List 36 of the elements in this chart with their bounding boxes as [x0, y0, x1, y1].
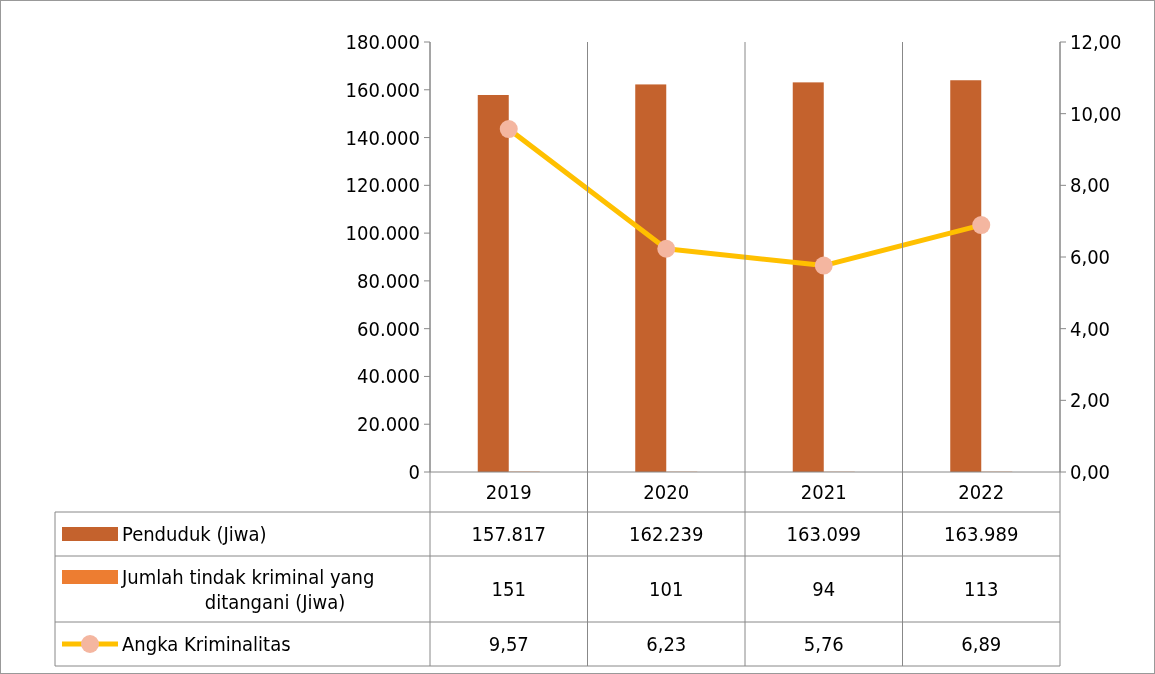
x-tick-label: 2020 — [643, 480, 690, 504]
data-label: 9,57 — [488, 632, 529, 656]
y2-tick-label: 12,00 — [1070, 30, 1122, 54]
y-tick-label: 180.000 — [345, 30, 420, 54]
y-tick-label: 40.000 — [357, 364, 420, 389]
y2-tick-label: 2,00 — [1070, 388, 1111, 413]
y2-tick-label: 0,00 — [1070, 460, 1111, 484]
y-tick-label: 140.000 — [345, 125, 420, 150]
y2-tick-label: 8,00 — [1070, 173, 1111, 198]
y-tick-label: 0 — [408, 460, 420, 484]
legend-label: Penduduk (Jiwa) — [122, 522, 267, 546]
y-tick-label: 120.000 — [345, 173, 420, 198]
data-label: 163.989 — [944, 522, 1019, 546]
data-label: 6,89 — [961, 632, 1002, 656]
data-label: 94 — [812, 577, 836, 601]
data-label: 5,76 — [803, 632, 844, 656]
data-label: 101 — [649, 577, 684, 601]
y-tick-label: 60.000 — [357, 316, 420, 341]
data-label: 6,23 — [646, 632, 687, 656]
x-tick-label: 2019 — [485, 480, 532, 504]
data-label: 157.817 — [471, 522, 546, 546]
data-label: 163.099 — [786, 522, 861, 546]
data-label: 151 — [491, 577, 526, 601]
data-label: 113 — [964, 577, 999, 601]
y-tick-label: 20.000 — [357, 412, 420, 437]
y2-tick-label: 4,00 — [1070, 316, 1111, 341]
y-tick-label: 80.000 — [357, 268, 420, 293]
data-label: 162.239 — [629, 522, 704, 546]
legend-label: Jumlah tindak kriminal yang ditangani (Jiwa) — [121, 564, 375, 614]
y2-tick-label: 10,00 — [1070, 101, 1122, 126]
x-tick-label: 2022 — [958, 480, 1005, 504]
y2-tick-label: 6,00 — [1070, 245, 1111, 269]
y-tick-label: 100.000 — [345, 221, 420, 246]
y-tick-label: 160.000 — [345, 77, 420, 102]
legend-label: Angka Kriminalitas — [122, 632, 291, 656]
x-tick-label: 2021 — [800, 480, 847, 504]
